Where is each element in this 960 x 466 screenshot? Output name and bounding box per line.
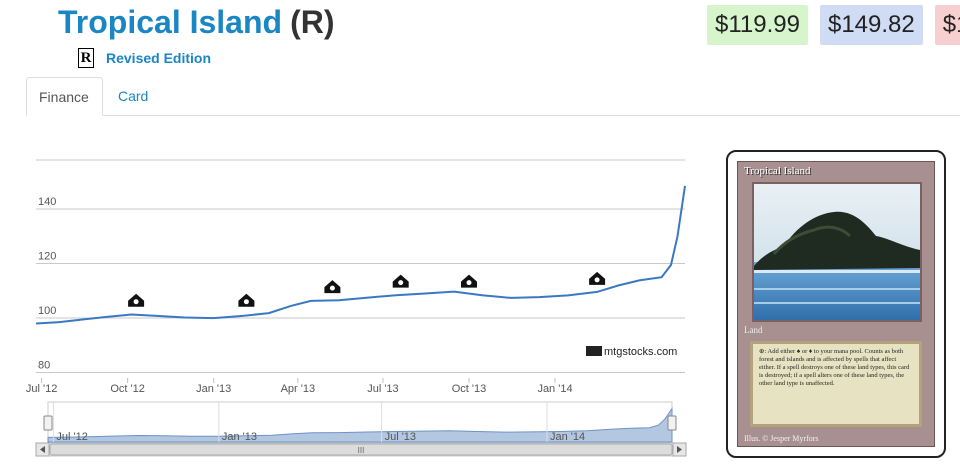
card-illustrator: Illus. © Jesper Myrfors <box>744 434 819 443</box>
navigator-tick-label: Jul '13 <box>385 431 416 443</box>
y-tick-label: 120 <box>38 251 56 263</box>
dragons-maze-icon <box>324 280 341 294</box>
price-chart[interactable]: 80 100 120 140 Jul '12 Oct '12 Jan '13 Apr '13 J… <box>0 140 700 466</box>
y-tick-label: 100 <box>38 305 56 317</box>
tab-card[interactable]: Card <box>118 88 149 104</box>
m14-icon <box>392 274 409 288</box>
card-image-frame: Tropical Island <box>726 150 946 458</box>
x-tick-label: Oct '12 <box>110 383 145 395</box>
born-of-the-gods-icon <box>589 271 606 285</box>
navigator-handle-right[interactable] <box>667 415 677 431</box>
mtgstocks-logo-icon <box>586 346 602 356</box>
x-tick-label: Jan '13 <box>196 383 231 395</box>
scroll-right-arrow-icon <box>677 446 682 453</box>
price-average-badge: $149.82 <box>819 5 923 45</box>
navigator-handle-left[interactable] <box>43 415 53 431</box>
x-tick-label: Apr '13 <box>281 383 316 395</box>
set-name-link[interactable]: Revised Edition <box>106 50 212 66</box>
price-badges: $119.99 $149.82 $1 <box>707 5 960 45</box>
navigator-tick-label: Jan '14 <box>550 431 585 443</box>
card-name: Tropical Island <box>58 4 283 40</box>
card-rules-text: ⊕: Add either ♠ or ♦ to your mana pool. … <box>750 341 922 427</box>
card-image-title: Tropical Island <box>744 165 811 177</box>
gatecrash-icon <box>238 293 255 307</box>
navigator-tick-label: Jul '12 <box>56 431 87 443</box>
navigator-tick-label: Jan '13 <box>222 431 257 443</box>
y-tick-label: 140 <box>38 196 56 208</box>
y-tick-label: 80 <box>38 360 50 372</box>
scrollbar-thumb[interactable] <box>49 443 673 456</box>
x-tick-label: Jan '14 <box>537 383 572 395</box>
theros-icon <box>461 274 477 288</box>
m13-icon <box>128 293 145 307</box>
price-low-badge: $119.99 <box>707 5 808 45</box>
card-image: Tropical Island <box>737 161 935 447</box>
card-rarity: (R) <box>290 4 335 40</box>
card-art <box>752 182 922 322</box>
tab-bar: Finance Card <box>26 77 960 116</box>
revised-set-icon: R <box>78 48 94 68</box>
scrollbar-grip: III <box>358 446 365 455</box>
price-high-badge: $1 <box>934 5 960 45</box>
card-type-line: Land <box>744 325 763 335</box>
price-series-line <box>35 185 686 325</box>
x-tick-label: Oct '13 <box>452 383 487 395</box>
card-title: Tropical Island (R) <box>58 4 334 44</box>
x-tick-label: Jul '13 <box>367 383 398 395</box>
set-row: R Revised Edition <box>78 47 211 69</box>
tab-finance[interactable]: Finance <box>26 77 103 116</box>
x-tick-label: Jul '12 <box>26 383 57 395</box>
chart-watermark: mtgstocks.com <box>604 346 677 358</box>
navigator-area <box>47 406 673 443</box>
scroll-left-arrow-icon <box>40 446 45 453</box>
